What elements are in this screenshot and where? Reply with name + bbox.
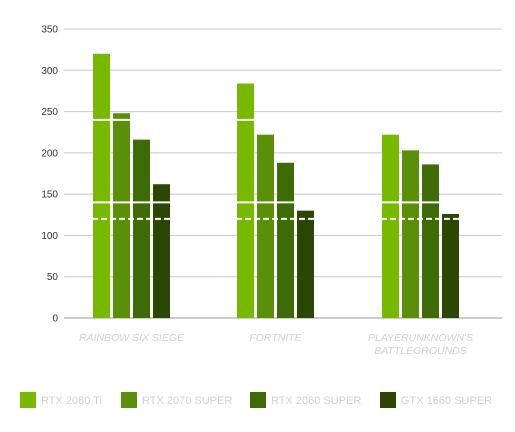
legend-label: GTX 1660 SUPER: [401, 395, 492, 407]
y-tick-label: 300: [41, 66, 58, 77]
y-tick-label: 0: [52, 314, 58, 325]
bar: [422, 164, 439, 318]
legend-swatch: [121, 392, 137, 408]
bar: [153, 184, 170, 318]
bar: [113, 113, 130, 318]
reference-lines: [92, 118, 461, 220]
y-tick-label: 200: [41, 148, 58, 159]
bar: [237, 83, 254, 318]
bar: [382, 134, 399, 318]
y-tick-label: 100: [41, 231, 58, 242]
y-tick-label: 250: [41, 107, 58, 118]
bar: [442, 213, 459, 318]
legend-label: RTX 2070 SUPER: [142, 395, 232, 407]
category-label: FORTNITE: [249, 332, 302, 344]
legend-label: RTX 2080 Ti: [41, 395, 102, 407]
y-tick-label: 150: [41, 190, 58, 201]
bar: [402, 150, 419, 318]
bars: [93, 53, 459, 319]
y-tick-label: 350: [41, 25, 58, 36]
legend-swatch: [20, 392, 36, 408]
y-tick-label: 50: [47, 272, 59, 283]
legend-swatch: [380, 392, 396, 408]
bar: [133, 139, 150, 318]
category-labels: RAINBOW SIX SIEGE FORTNITE PLAYERUNKNOWN'S…: [79, 332, 473, 357]
legend-label: RTX 2060 SUPER: [271, 395, 361, 407]
legend-swatch: [250, 392, 266, 408]
y-axis-ticks: 0 50 100 150 200 250 300 350: [41, 25, 58, 325]
bar: [277, 162, 294, 318]
bar: [297, 210, 314, 318]
bar: [93, 53, 110, 319]
legend: RTX 2080 Ti RTX 2070 SUPER RTX 2060 SUPER G…: [20, 392, 492, 408]
category-label: PLAYERUNKNOWN'S BATTLEGROUNDS: [368, 332, 473, 357]
bar: [257, 134, 274, 318]
category-label: RAINBOW SIX SIEGE: [79, 332, 185, 344]
